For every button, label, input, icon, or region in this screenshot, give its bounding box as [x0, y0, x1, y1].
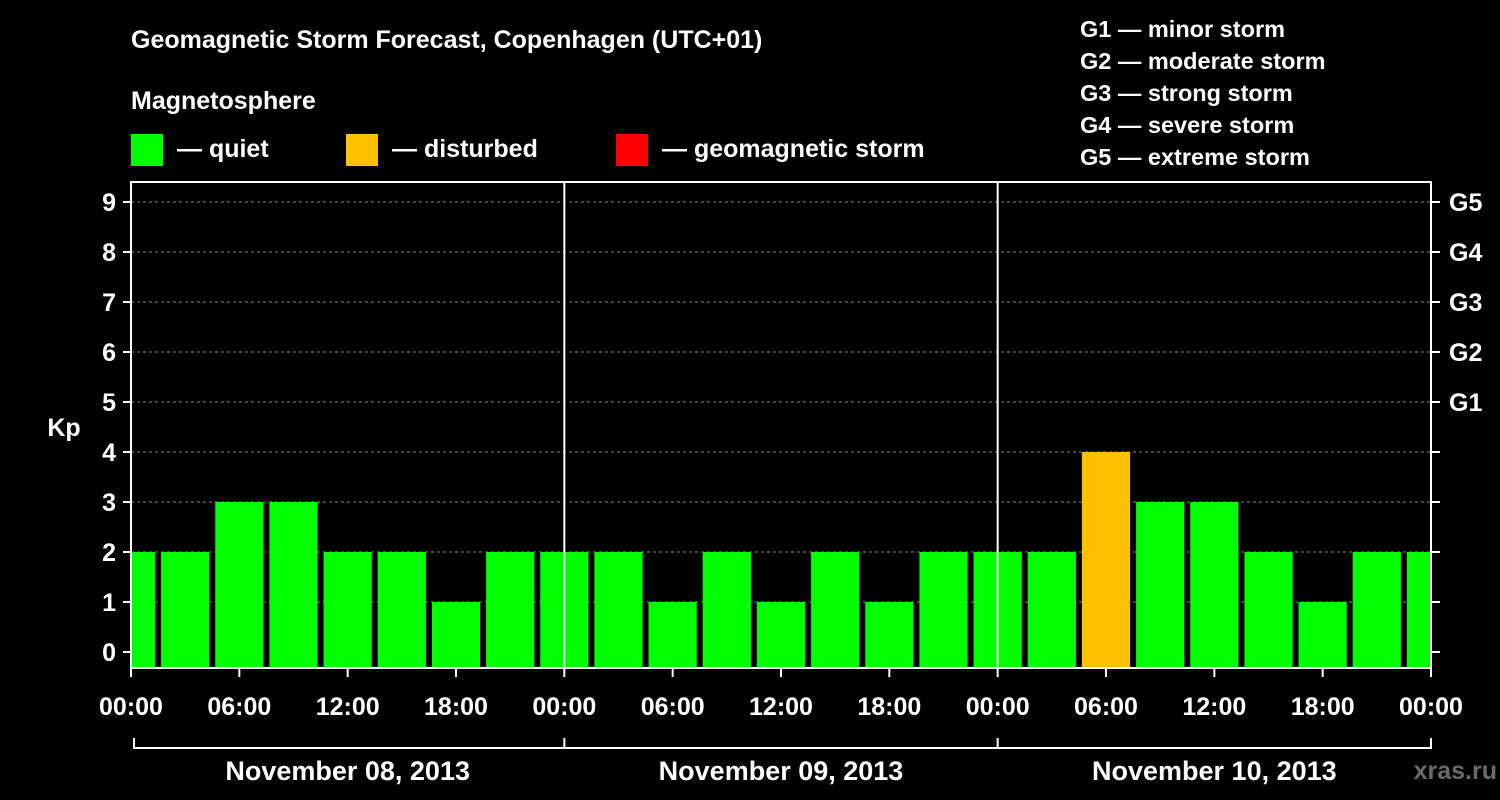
- storm-scale-item-3: G4 — severe storm: [1080, 112, 1294, 138]
- bar-15: [919, 552, 968, 668]
- storm-scale-item-2: G3 — strong storm: [1080, 80, 1293, 106]
- right-tick-label-g3: G3: [1449, 289, 1482, 317]
- x-tick-label-4: 00:00: [532, 693, 596, 721]
- bar-4: [323, 552, 372, 668]
- bar-24: [1406, 552, 1431, 668]
- x-tick-label-1: 06:00: [207, 693, 271, 721]
- bar-12: [756, 602, 806, 668]
- storm-scale-item-1: G2 — moderate storm: [1080, 48, 1326, 74]
- watermark: xras.ru: [1414, 757, 1497, 785]
- y-tick-label-2: 2: [102, 539, 116, 567]
- y-tick-label-9: 9: [102, 189, 116, 217]
- legend-swatch-2: [616, 134, 648, 166]
- bar-14: [865, 602, 914, 668]
- legend: — quiet — disturbed — geomagnetic storm: [131, 134, 925, 166]
- bar-3: [269, 502, 318, 668]
- day-label-0: November 08, 2013: [225, 756, 470, 786]
- x-tick-label-9: 06:00: [1074, 693, 1138, 721]
- right-tick-label-g4: G4: [1449, 239, 1482, 267]
- storm-scale-legend: G1 — minor storm G2 — moderate storm G3 — …: [1080, 16, 1326, 170]
- bar-18: [1081, 452, 1131, 668]
- storm-scale-item-4: G5 — extreme storm: [1080, 144, 1310, 170]
- y-tick-label-0: 0: [102, 639, 116, 667]
- y-tick-label-3: 3: [102, 489, 116, 517]
- x-tick-label-5: 06:00: [641, 693, 705, 721]
- x-tick-label-12: 00:00: [1399, 693, 1463, 721]
- bar-2: [215, 502, 264, 668]
- day-label-2: November 10, 2013: [1092, 756, 1337, 786]
- bar-6: [431, 602, 481, 668]
- legend-swatch-1: [346, 134, 378, 166]
- bar-22: [1298, 602, 1347, 668]
- bar-5: [377, 552, 426, 668]
- x-tick-label-2: 12:00: [316, 693, 380, 721]
- y-tick-label-4: 4: [102, 439, 116, 467]
- bar-20: [1190, 502, 1239, 668]
- y-tick-label-5: 5: [102, 389, 116, 417]
- y-axis-label: Kp: [47, 414, 80, 442]
- bar-17: [1027, 552, 1076, 668]
- legend-swatch-0: [131, 134, 163, 166]
- bar-21: [1244, 552, 1293, 668]
- bar-10: [648, 602, 697, 668]
- x-tick-label-7: 18:00: [857, 693, 921, 721]
- x-tick-label-6: 12:00: [749, 693, 813, 721]
- storm-scale-item-0: G1 — minor storm: [1080, 16, 1285, 42]
- legend-label-0: — quiet: [177, 135, 269, 163]
- bar-13: [811, 552, 860, 668]
- bar-9: [594, 552, 643, 668]
- right-tick-label-g5: G5: [1449, 189, 1482, 217]
- day-label-1: November 09, 2013: [659, 756, 904, 786]
- y-tick-label-6: 6: [102, 339, 116, 367]
- y-tick-label-8: 8: [102, 239, 116, 267]
- legend-label-2: — geomagnetic storm: [662, 135, 925, 163]
- bar-7: [486, 552, 535, 668]
- bar-11: [702, 552, 751, 668]
- bar-19: [1136, 502, 1185, 668]
- bar-1: [161, 552, 210, 668]
- plot-area: 0 1 2 3 4 5 6 7 8 9 G1 G2 G3 G4 G5 00:00 06:00 12:00 18:00…: [99, 181, 1482, 786]
- x-tick-label-8: 00:00: [966, 693, 1030, 721]
- chart-title: Geomagnetic Storm Forecast, Copenhagen (…: [131, 26, 762, 54]
- x-tick-label-11: 18:00: [1291, 693, 1355, 721]
- bars: [131, 452, 1431, 668]
- y-tick-label-7: 7: [102, 289, 116, 317]
- bar-23: [1352, 552, 1401, 668]
- legend-label-1: — disturbed: [392, 135, 538, 163]
- x-tick-label-3: 18:00: [424, 693, 488, 721]
- right-tick-label-g1: G1: [1449, 389, 1482, 417]
- bar-0: [131, 552, 156, 668]
- y-tick-label-1: 1: [102, 589, 116, 617]
- right-tick-label-g2: G2: [1449, 339, 1482, 367]
- x-tick-label-0: 00:00: [99, 693, 163, 721]
- x-tick-label-10: 12:00: [1182, 693, 1246, 721]
- legend-title: Magnetosphere: [131, 87, 316, 115]
